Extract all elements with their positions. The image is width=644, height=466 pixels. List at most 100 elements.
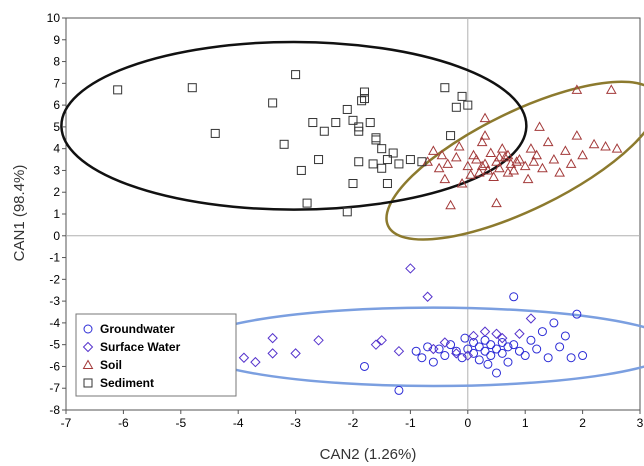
groundwater-point [469, 337, 479, 347]
soil-point [542, 136, 554, 147]
sediment-point [354, 157, 364, 167]
soil-point [605, 84, 617, 94]
y-tick-label: 0 [53, 229, 60, 243]
y-tick-label: -1 [49, 251, 60, 265]
surface-water-point [514, 328, 525, 339]
legend-groundwater-label: Groundwater [100, 322, 175, 336]
groundwater-point [509, 292, 519, 302]
soil-point [554, 167, 565, 177]
soil-point [439, 173, 451, 184]
sediment-point [268, 98, 278, 108]
legend-sediment-marker [83, 378, 93, 388]
sediment-point [342, 207, 352, 217]
surface-water-point [290, 348, 301, 359]
sediment-point [446, 131, 456, 141]
surface-water-point [393, 345, 405, 357]
groundwater-point [572, 309, 582, 319]
soil-point [571, 130, 583, 140]
groundwater-point [460, 333, 470, 343]
groundwater-point [503, 342, 513, 352]
soil-point [588, 138, 600, 149]
surface-water-point [462, 350, 474, 361]
soil-point [496, 143, 508, 153]
legend-soil-marker [82, 359, 94, 369]
x-tick-label: -7 [61, 416, 72, 430]
soil-point [488, 171, 499, 181]
sediment-point [348, 115, 358, 125]
soil-point [499, 151, 511, 162]
x-tick-label: 2 [579, 416, 586, 430]
groundwater-point [520, 351, 530, 361]
y-tick-label: 8 [53, 55, 60, 69]
legend: Groundwater Surface Water Soil Sediment [75, 313, 237, 397]
groundwater-point [532, 344, 542, 354]
sediment-point [331, 118, 341, 128]
soil-point [565, 158, 577, 168]
legend-surface-water-marker [82, 341, 94, 353]
groundwater-point [428, 357, 438, 367]
surface-water-point [313, 335, 324, 346]
y-tick-label: -2 [49, 272, 60, 286]
groundwater-point [411, 346, 421, 356]
sediment-point [382, 179, 392, 189]
sediment-point [308, 118, 318, 128]
sediment-point [354, 122, 364, 132]
sediment-series [113, 70, 473, 217]
groundwater-point [474, 342, 484, 352]
x-tick-label: -6 [118, 416, 129, 430]
soil-ellipse [385, 80, 644, 241]
groundwater-point [566, 353, 576, 363]
groundwater-point [537, 327, 547, 337]
surface-water-point [491, 328, 502, 339]
surface-water-point [451, 348, 462, 359]
legend-sediment-label: Sediment [100, 376, 154, 390]
x-tick-label: -3 [290, 416, 301, 430]
soil-point [462, 160, 474, 171]
y-tick-label: -3 [49, 294, 60, 308]
surface-water-point [428, 343, 439, 355]
groundwater-point [560, 331, 570, 341]
y-axis-title: CAN1 (98.4%) [11, 165, 28, 262]
soil-point [445, 199, 456, 210]
soil-point [571, 84, 583, 94]
soil-point [494, 162, 505, 173]
x-tick-label: 0 [464, 416, 471, 430]
sediment-point [113, 85, 123, 95]
data-points [113, 70, 623, 395]
sediment-point [210, 128, 220, 138]
groundwater-point [394, 385, 404, 395]
sediment-point [368, 159, 378, 169]
groundwater-point [483, 359, 493, 369]
y-tick-label: -6 [49, 359, 60, 373]
surface-water-point [497, 332, 508, 344]
sediment-point [405, 155, 415, 165]
soil-point [560, 145, 571, 155]
x-tick-label: -4 [233, 416, 244, 430]
soil-series [422, 84, 623, 210]
surface-water-point [525, 313, 537, 324]
groundwater-point [555, 342, 565, 352]
sediment-point [296, 165, 306, 175]
sediment-ellipse [60, 40, 528, 211]
soil-point [453, 140, 465, 151]
sediment-point [365, 118, 375, 128]
x-tick-label: -1 [405, 416, 416, 430]
groundwater-point [543, 353, 553, 363]
soil-point [519, 160, 531, 171]
sediment-point [417, 157, 427, 167]
x-tick-label: -2 [348, 416, 359, 430]
y-tick-label: 4 [53, 142, 60, 156]
y-tick-label: -7 [49, 381, 60, 395]
groundwater-point [486, 340, 496, 350]
surface-water-point [422, 291, 433, 302]
soil-point [491, 197, 502, 208]
soil-point [468, 149, 479, 160]
surface-water-point [468, 330, 479, 342]
surface-water-point [238, 352, 250, 363]
sediment-point [371, 135, 381, 145]
sediment-point [348, 179, 358, 189]
surface-water-point [439, 337, 451, 348]
groundwater-point [463, 344, 473, 354]
y-tick-label: -8 [49, 403, 60, 417]
soil-point [534, 121, 545, 131]
